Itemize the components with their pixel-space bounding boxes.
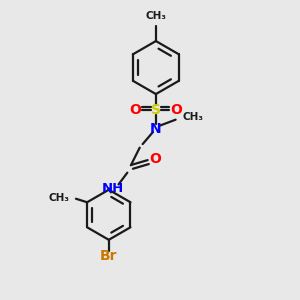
Text: O: O xyxy=(130,103,142,117)
Text: O: O xyxy=(149,152,161,167)
Text: CH₃: CH₃ xyxy=(146,11,167,21)
Text: CH₃: CH₃ xyxy=(182,112,203,122)
Text: CH₃: CH₃ xyxy=(48,193,69,203)
Text: O: O xyxy=(170,103,182,117)
Text: Br: Br xyxy=(100,249,118,263)
Text: NH: NH xyxy=(102,182,124,195)
Text: N: N xyxy=(150,122,162,136)
Text: S: S xyxy=(151,103,161,117)
